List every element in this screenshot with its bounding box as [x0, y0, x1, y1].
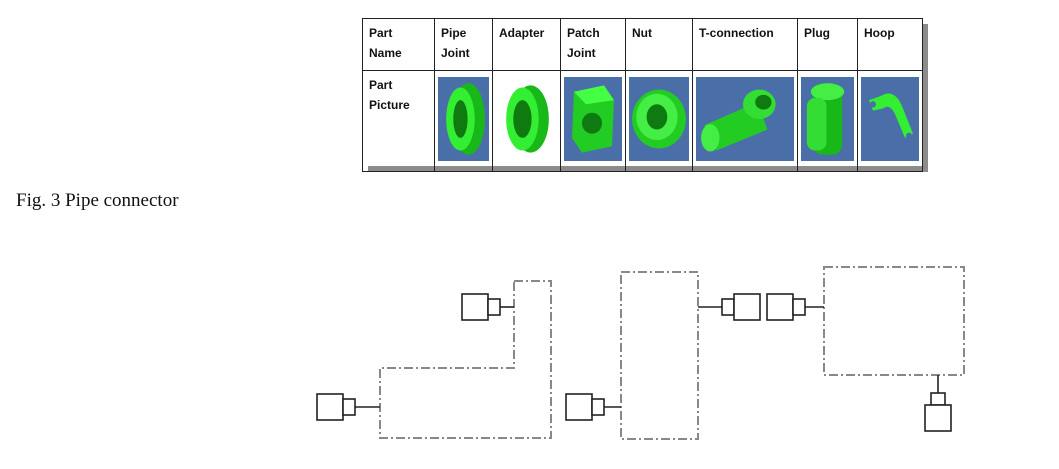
part-name-cell: Hoop	[857, 18, 923, 71]
connector-l-top	[461, 293, 514, 321]
right-module	[823, 266, 965, 376]
row-header-part-name: Part Name	[362, 18, 435, 71]
tall-module	[620, 271, 699, 440]
part-name-cell: Plug	[797, 18, 858, 71]
part-picture-row: Part Picture	[362, 70, 923, 172]
patch-joint-icon	[564, 77, 622, 161]
adapter-icon	[496, 77, 557, 161]
t-connection-icon	[696, 77, 794, 161]
connector-l-left	[316, 393, 380, 421]
part-name-cell: Adapter	[492, 18, 561, 71]
part-name-row: Part Name Pipe Joint Adapter Patch Joint…	[362, 18, 923, 71]
part-name-cell: Pipe Joint	[434, 18, 493, 71]
figure-caption: Fig. 3 Pipe connector	[16, 190, 179, 211]
part-picture-cell	[434, 70, 493, 172]
part-picture-cell	[797, 70, 858, 172]
part-name-cell: Nut	[625, 18, 693, 71]
connector-right-bottom	[924, 375, 952, 432]
part-picture-cell	[692, 70, 798, 172]
part-table: Part Name Pipe Joint Adapter Patch Joint…	[362, 18, 923, 172]
row-header-part-picture: Part Picture	[362, 70, 435, 172]
connector-tall-right	[698, 293, 761, 321]
part-picture-cell	[625, 70, 693, 172]
l-shaped-module	[379, 280, 552, 439]
part-picture-cell	[492, 70, 561, 172]
part-name-cell: T-connection	[692, 18, 798, 71]
part-picture-cell	[560, 70, 626, 172]
hoop-icon	[861, 77, 919, 161]
connector-tall-left	[565, 393, 621, 421]
pipe-joint-icon	[438, 77, 489, 161]
connector-right-left	[766, 293, 824, 321]
part-name-cell: Patch Joint	[560, 18, 626, 71]
part-table-container: Part Name Pipe Joint Adapter Patch Joint…	[362, 18, 923, 172]
nut-icon	[629, 77, 689, 161]
connector-diagram	[316, 266, 965, 440]
part-picture-cell	[857, 70, 923, 172]
plug-icon	[801, 77, 854, 161]
